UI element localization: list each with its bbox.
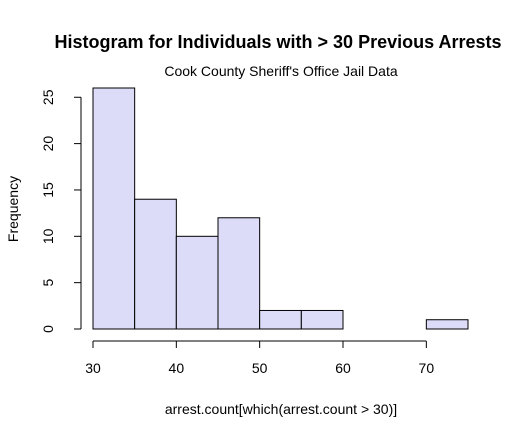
x-tick-label: 50	[252, 360, 268, 376]
chart-subtitle: Cook County Sheriff's Office Jail Data	[164, 63, 397, 79]
histogram-bar-40-45	[175, 235, 219, 330]
histogram-bar-50-55	[259, 309, 302, 330]
x-axis: 30 40 50 60 70	[85, 340, 435, 376]
y-tick-label: 10	[40, 228, 56, 244]
histogram-bar-35-40	[134, 198, 177, 330]
x-tick-label: 30	[85, 360, 101, 376]
histogram-bar-30-35	[92, 87, 136, 330]
y-tick-label: 15	[40, 182, 56, 198]
histogram-bar-45-50	[217, 217, 261, 330]
chart-title: Histogram for Individuals with > 30 Prev…	[55, 32, 502, 52]
y-tick-label: 25	[40, 89, 56, 105]
x-axis-label: arrest.count[which(arrest.count > 30)]	[165, 401, 397, 417]
y-axis: 0 5 10 15 20 25	[40, 89, 82, 333]
y-tick-label: 5	[40, 279, 56, 287]
bars-group	[92, 87, 469, 330]
x-tick-label: 40	[169, 360, 185, 376]
y-tick-label: 0	[40, 325, 56, 333]
x-tick-label: 60	[335, 360, 351, 376]
y-tick-label: 20	[40, 136, 56, 152]
histogram-bar-55-60	[300, 309, 344, 330]
x-tick-label: 70	[419, 360, 435, 376]
y-axis-label: Frequency	[5, 176, 21, 242]
histogram-bar-70-75	[425, 319, 469, 330]
